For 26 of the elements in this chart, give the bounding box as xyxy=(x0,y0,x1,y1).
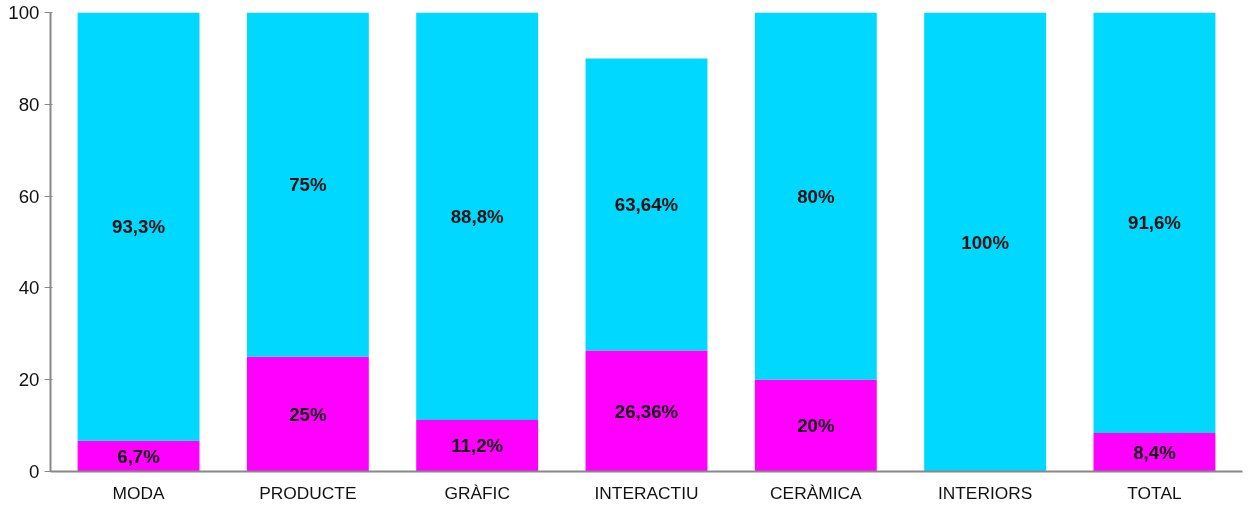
data-label: 63,64% xyxy=(614,193,679,215)
x-tick-label: TOTAL xyxy=(1127,482,1182,503)
data-label: 25% xyxy=(289,403,327,425)
y-tick-label: 20 xyxy=(18,369,40,391)
data-label: 80% xyxy=(797,185,835,207)
data-label: 11,2% xyxy=(451,435,504,457)
data-label: 75% xyxy=(289,174,327,196)
y-tick-label: 0 xyxy=(29,461,40,482)
data-label: 100% xyxy=(961,231,1010,253)
data-label: 91,6% xyxy=(1128,212,1182,234)
data-label: 6,7% xyxy=(117,445,161,467)
y-tick-label: 40 xyxy=(18,277,40,299)
x-tick-label: PRODUCTE xyxy=(259,482,357,503)
x-tick-label: GRÀFIC xyxy=(444,482,510,503)
x-tick-label: INTERIORS xyxy=(937,482,1033,503)
data-label: 20% xyxy=(797,415,835,437)
y-tick-label: 80 xyxy=(18,93,40,115)
data-label: 8,4% xyxy=(1133,441,1177,463)
x-tick-label: CERÀMICA xyxy=(770,482,862,503)
y-tick-label: 100 xyxy=(8,2,40,23)
data-label: 26,36% xyxy=(614,400,679,422)
data-label: 93,3% xyxy=(112,216,166,238)
x-tick-label: INTERACTIU xyxy=(594,482,699,503)
data-label: 88,8% xyxy=(450,205,505,227)
y-tick-label: 60 xyxy=(18,185,40,207)
x-tick-label: MODA xyxy=(112,482,165,503)
